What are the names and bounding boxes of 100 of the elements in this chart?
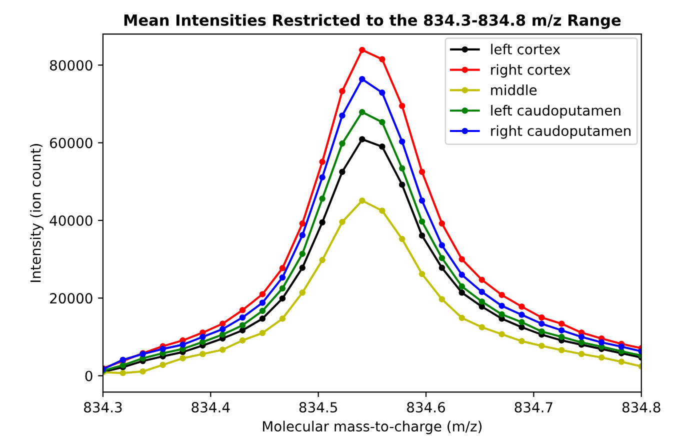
x-axis-title: Molecular mass-to-charge (m/z) — [262, 420, 482, 434]
point — [160, 346, 166, 352]
point — [279, 285, 286, 292]
legend-label: middle — [491, 84, 537, 96]
point — [239, 306, 246, 314]
point — [140, 368, 146, 375]
point — [478, 276, 486, 283]
point — [279, 295, 286, 302]
point — [478, 298, 486, 305]
point — [398, 165, 406, 172]
point — [578, 334, 585, 340]
point — [478, 324, 486, 330]
y-tick-label: 0 — [85, 370, 92, 382]
point — [578, 339, 585, 346]
point — [339, 88, 346, 94]
point — [259, 316, 266, 322]
point — [538, 342, 545, 349]
legend-label: right caudoputamen — [491, 125, 630, 139]
point — [478, 288, 486, 295]
point — [160, 362, 166, 368]
point — [200, 338, 206, 346]
point — [618, 358, 625, 365]
point — [578, 350, 585, 358]
point — [359, 76, 366, 82]
point — [498, 311, 505, 318]
point — [438, 296, 446, 302]
point — [379, 208, 386, 214]
point — [259, 291, 266, 298]
point — [518, 324, 525, 330]
point — [359, 46, 366, 54]
point — [239, 327, 246, 334]
point — [319, 196, 326, 202]
point — [418, 232, 426, 239]
point — [259, 300, 266, 306]
point — [418, 197, 426, 204]
point — [518, 304, 525, 310]
point — [538, 314, 545, 321]
point — [498, 292, 505, 298]
y-tick-label: 60000 — [50, 138, 92, 148]
point — [498, 331, 505, 338]
point — [299, 250, 306, 257]
point — [458, 283, 465, 290]
point — [398, 102, 406, 109]
x-tick-label: 834.4 — [192, 402, 230, 413]
point — [219, 326, 226, 332]
point — [319, 158, 326, 165]
point — [498, 302, 505, 309]
point — [299, 232, 306, 238]
point — [120, 370, 126, 376]
y-tick-label: 80000 — [50, 60, 92, 71]
y-tick-label: 20000 — [50, 293, 92, 304]
point — [518, 312, 525, 318]
point — [458, 290, 465, 296]
point — [319, 256, 326, 264]
point — [180, 342, 186, 348]
point — [598, 354, 605, 361]
point — [299, 220, 306, 227]
point — [239, 337, 246, 344]
point — [458, 256, 465, 262]
point — [418, 218, 426, 225]
point — [200, 350, 206, 358]
x-tick-label: 834.6 — [407, 402, 446, 413]
point — [478, 304, 486, 310]
point — [200, 334, 206, 340]
point — [518, 319, 525, 326]
point — [518, 338, 525, 344]
point — [259, 330, 266, 336]
y-tick-label: 40000 — [50, 215, 92, 226]
point — [438, 264, 446, 271]
point — [458, 314, 465, 322]
legend-label: left cortex — [491, 44, 560, 55]
point — [239, 314, 246, 321]
point — [279, 265, 286, 272]
point — [438, 254, 446, 262]
y-axis-title: Intensity (ion count) — [30, 144, 44, 282]
point — [339, 218, 346, 226]
point — [279, 316, 286, 322]
point — [538, 328, 545, 335]
x-tick-label: 834.5 — [299, 402, 337, 413]
legend-label: right cortex — [491, 64, 570, 78]
point — [418, 270, 426, 278]
point — [219, 331, 226, 338]
point — [598, 339, 605, 346]
point — [239, 322, 246, 328]
point — [219, 320, 226, 327]
point — [538, 320, 545, 327]
point — [319, 174, 326, 180]
x-tick-label: 834.8 — [622, 402, 660, 413]
point — [438, 220, 446, 227]
point — [458, 272, 465, 278]
point — [319, 219, 326, 226]
point — [398, 138, 406, 145]
point — [418, 168, 426, 176]
chart-title: Mean Intensities Restricted to the 834.3-834.8 m/z Range — [124, 14, 621, 29]
point — [359, 108, 366, 116]
point — [339, 112, 346, 119]
point — [379, 90, 386, 96]
point — [618, 343, 625, 350]
point — [379, 56, 386, 62]
point — [558, 327, 565, 334]
